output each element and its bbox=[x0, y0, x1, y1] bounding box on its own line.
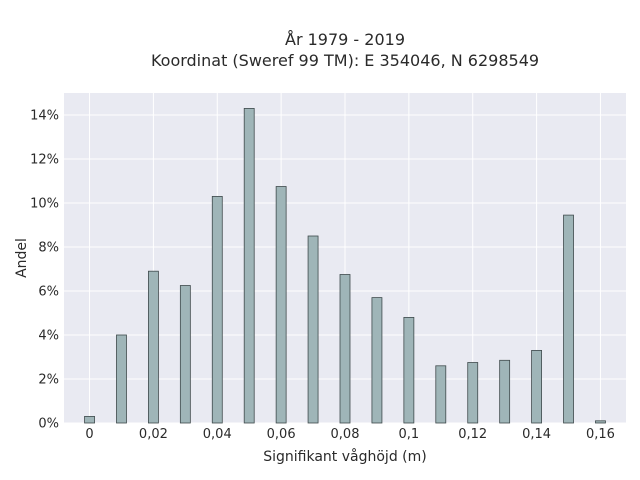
y-tick-label: 12% bbox=[30, 153, 59, 168]
x-tick-label: 0 bbox=[85, 427, 93, 442]
x-tick-label: 0,08 bbox=[331, 427, 360, 442]
bar bbox=[595, 420, 606, 424]
bars bbox=[84, 108, 606, 424]
x-tick-label: 0,06 bbox=[267, 427, 296, 442]
bar bbox=[339, 274, 351, 424]
bar bbox=[499, 359, 511, 424]
bar bbox=[403, 316, 415, 424]
y-tick-label: 8% bbox=[38, 241, 59, 256]
bar bbox=[467, 362, 479, 424]
bar bbox=[531, 349, 542, 424]
bar bbox=[116, 334, 127, 424]
y-tick-label: 10% bbox=[30, 197, 59, 212]
x-tick-label: 0,02 bbox=[139, 427, 168, 442]
x-axis-ticks: 0 0,02 0,04 0,06 0,08 0,1 0,12 0,14 0,16 bbox=[85, 427, 615, 442]
bar bbox=[179, 285, 191, 424]
chart-title: År 1979 - 2019 bbox=[285, 30, 405, 49]
x-tick-label: 0,12 bbox=[458, 427, 487, 442]
bar bbox=[435, 365, 447, 424]
bar bbox=[148, 270, 159, 424]
y-tick-label: 2% bbox=[38, 373, 59, 388]
x-tick-label: 0,1 bbox=[399, 427, 420, 442]
bar bbox=[84, 415, 95, 424]
y-tick-label: 4% bbox=[38, 329, 59, 344]
y-axis-label: Andel bbox=[14, 238, 30, 278]
bar bbox=[371, 297, 383, 424]
bar bbox=[243, 108, 255, 424]
bar bbox=[563, 214, 574, 424]
chart-subtitle: Koordinat (Sweref 99 TM): E 354046, N 62… bbox=[151, 51, 539, 70]
bar bbox=[211, 195, 223, 424]
x-axis-label: Signifikant våghöjd (m) bbox=[263, 448, 426, 465]
bar bbox=[307, 235, 319, 424]
y-tick-label: 0% bbox=[38, 417, 59, 432]
y-axis-ticks: 0% 2% 4% 6% 8% 10% 12% 14% bbox=[30, 109, 59, 432]
bar bbox=[275, 186, 287, 424]
x-tick-label: 0,14 bbox=[522, 427, 551, 442]
y-tick-label: 14% bbox=[30, 109, 59, 124]
x-tick-label: 0,16 bbox=[586, 427, 615, 442]
y-tick-label: 6% bbox=[38, 285, 59, 300]
x-tick-label: 0,04 bbox=[203, 427, 232, 442]
